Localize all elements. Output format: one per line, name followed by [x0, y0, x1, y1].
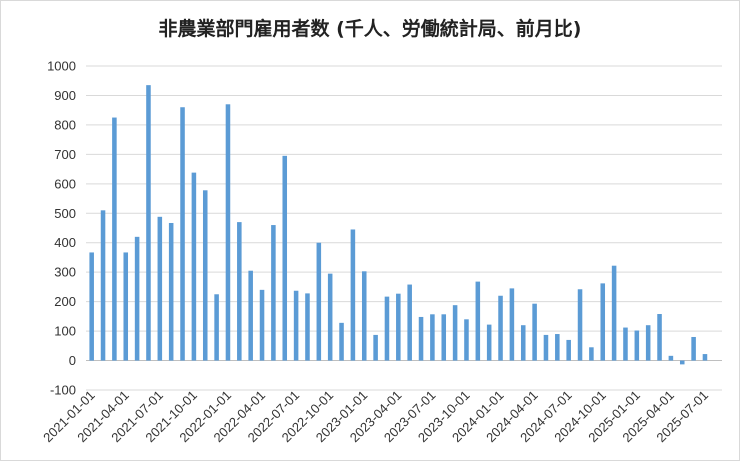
bar-series: [89, 85, 719, 365]
bar-2022-08: [305, 293, 310, 361]
bar-2025-03: [657, 314, 662, 361]
bar-2021-09: [180, 107, 185, 361]
y-tick-label: -100: [50, 383, 76, 398]
bar-2025-02: [645, 325, 651, 361]
bar-2022-06: [282, 155, 288, 361]
bar-2021-10: [191, 172, 197, 361]
bar-2024-03: [520, 325, 526, 361]
y-tick-label: 200: [54, 294, 76, 309]
bar-2022-04: [259, 289, 265, 361]
y-tick-label: 700: [54, 147, 76, 162]
bar-2022-09: [316, 242, 322, 361]
bar-2023-01: [361, 271, 367, 361]
bar-2021-08: [168, 222, 174, 361]
x-axis-ticks: 2021-01-012021-04-012021-07-012021-10-01…: [40, 388, 711, 446]
bar-2023-12: [486, 324, 492, 361]
bar-2024-11: [611, 265, 617, 361]
bar-2021-02: [100, 210, 106, 361]
y-tick-label: 800: [54, 117, 76, 132]
bar-2022-10: [327, 273, 333, 361]
bar-2023-04: [396, 293, 401, 361]
y-tick-label: 1000: [47, 59, 76, 74]
chart-title: 非農業部門雇用者数 (千人、労働統計局、前月比): [158, 18, 582, 40]
bar-2023-06: [418, 316, 424, 361]
bar-2021-01: [89, 252, 94, 361]
y-tick-label: 500: [54, 206, 76, 221]
bar-2023-11: [475, 281, 481, 361]
bar-2024-02: [509, 288, 515, 361]
bar-2023-07: [430, 314, 435, 361]
bar-2024-12: [623, 327, 628, 361]
bar-2025-06: [691, 336, 696, 361]
bar-2021-12: [214, 294, 219, 361]
y-tick-label: 900: [54, 88, 76, 103]
bar-2024-06: [555, 334, 560, 361]
bar-2025-01: [634, 330, 640, 361]
bar-2021-05: [134, 236, 140, 361]
bar-2022-05: [271, 225, 276, 361]
bar-2021-06: [146, 85, 151, 361]
bar-2024-04: [532, 303, 537, 361]
y-tick-label: 300: [54, 265, 76, 280]
bar-2023-09: [452, 305, 458, 361]
bar-2022-03: [248, 270, 253, 361]
bar-2024-07: [566, 339, 571, 361]
bar-2021-07: [157, 216, 163, 361]
bar-2024-10: [600, 283, 606, 361]
y-tick-label: 100: [54, 324, 76, 339]
bar-2021-11: [202, 190, 208, 361]
bar-2023-02: [373, 334, 378, 361]
y-tick-label: 0: [69, 353, 76, 368]
bar-2023-08: [441, 314, 447, 361]
bar-2023-10: [464, 319, 469, 361]
bar-2023-05: [407, 284, 412, 361]
bar-2024-01: [498, 295, 503, 361]
bar-2021-03: [112, 117, 117, 361]
bar-2022-07: [293, 290, 299, 361]
bar-2022-12: [350, 229, 356, 361]
y-tick-label: 400: [54, 235, 76, 250]
bar-2025-04: [668, 355, 674, 361]
bar-2025-07: [702, 354, 708, 361]
bar-2024-08: [577, 289, 583, 361]
bar-2023-03: [384, 296, 390, 361]
bar-2022-02: [237, 222, 242, 361]
bar-2022-01: [225, 104, 231, 361]
bar-2024-09: [589, 347, 594, 361]
bar-2021-04: [123, 252, 129, 361]
bar-2024-05: [543, 334, 549, 361]
y-tick-label: 600: [54, 176, 76, 191]
bar-2025-05: [679, 360, 685, 365]
bar-2022-11: [339, 322, 344, 361]
